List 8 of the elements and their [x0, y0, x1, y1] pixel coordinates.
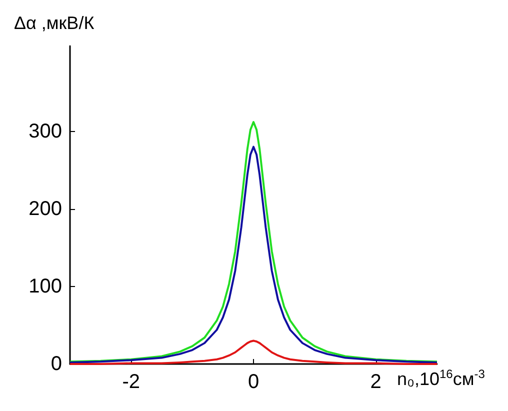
y-tick-label: 0 [50, 353, 62, 375]
y-tick-label: 100 [28, 275, 62, 298]
x-tick-label: 0 [248, 371, 260, 393]
x-tick-label: -2 [122, 371, 140, 393]
y-tick-label: 200 [28, 198, 62, 220]
y-axis-title: Δα ,мкВ/К [14, 13, 95, 33]
y-tick-label: 300 [28, 120, 62, 142]
x-tick-label: 2 [370, 371, 382, 393]
